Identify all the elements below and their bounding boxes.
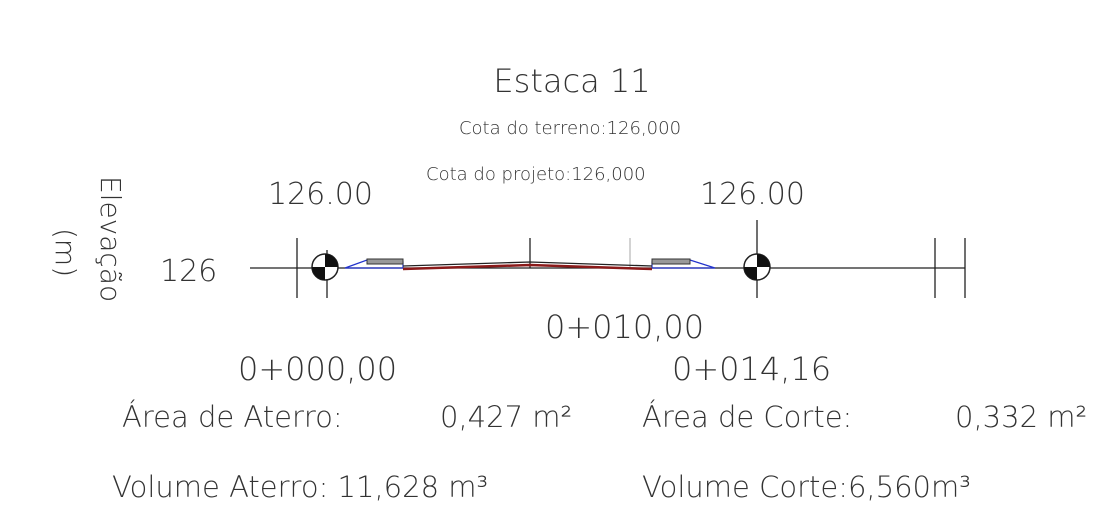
cota-projeto: Cota do projeto:126,000 (426, 164, 646, 185)
elev-left: 126.00 (268, 177, 373, 212)
cota-terreno: Cota do terreno:126,000 (459, 118, 681, 139)
axis-label-unit: (m) (49, 228, 82, 277)
volume-aterro: Volume Aterro: 11,628 m³ (112, 470, 488, 504)
area-corte-label: Área de Corte: (642, 400, 852, 434)
area-corte-value: 0,332 m² (955, 400, 1087, 434)
section-geometry (250, 220, 966, 298)
station-right: 0+014,16 (672, 350, 831, 388)
volume-corte: Volume Corte:6,560m³ (642, 470, 971, 504)
axis-label: Elevação (94, 176, 127, 302)
station-center: 0+010,00 (545, 308, 704, 346)
area-aterro-label: Área de Aterro: (122, 400, 343, 434)
station-left: 0+000,00 (238, 350, 397, 388)
elev-right: 126.00 (700, 177, 805, 212)
area-aterro-value: 0,427 m² (440, 400, 572, 434)
title: Estaca 11 (493, 62, 650, 100)
axis-value: 126 (160, 254, 217, 289)
